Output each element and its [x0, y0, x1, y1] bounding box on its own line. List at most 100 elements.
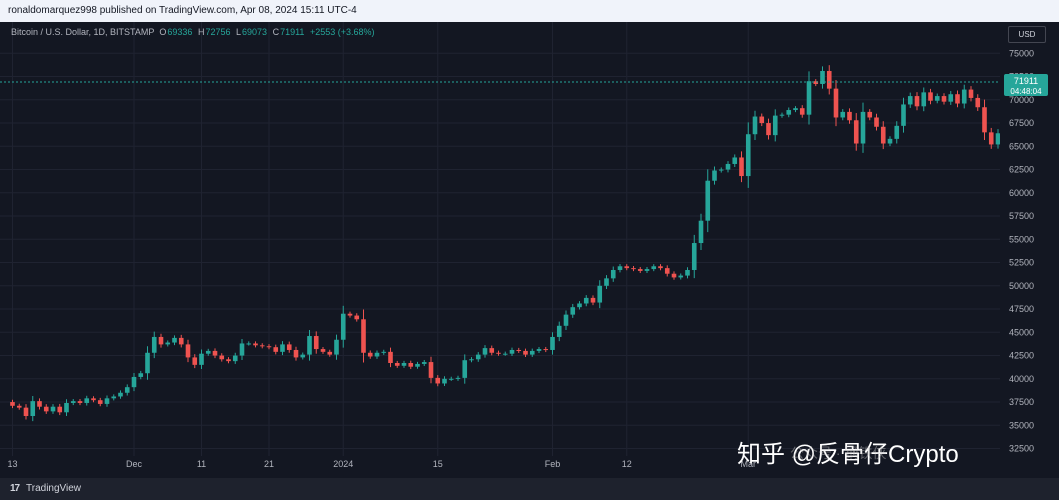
candle-body — [712, 170, 717, 181]
candlestick-series — [10, 65, 1035, 422]
candle-body — [840, 111, 846, 118]
candle-body — [658, 266, 663, 269]
candle-body — [91, 398, 96, 401]
candle-body — [928, 92, 933, 101]
candle-body — [799, 108, 805, 115]
open-value: 69336 — [167, 27, 193, 37]
x-tick-label: 15 — [433, 459, 443, 469]
candle-body — [536, 349, 542, 351]
candle-body — [428, 362, 434, 378]
candle-body — [30, 401, 36, 417]
candle-body — [718, 169, 724, 171]
candle-body — [232, 355, 238, 362]
candle-body — [813, 81, 819, 84]
y-tick-label: 60000 — [1009, 188, 1034, 198]
grid-lines — [0, 22, 1000, 456]
x-tick-label: 13 — [7, 459, 17, 469]
y-tick-label: 62500 — [1009, 165, 1034, 175]
y-tick-label: 32500 — [1009, 444, 1034, 454]
candle-body — [455, 377, 461, 379]
candle-body — [313, 336, 319, 350]
candle-body — [448, 378, 454, 380]
candle-body — [158, 336, 164, 345]
candle-body — [529, 350, 535, 355]
candle-body — [874, 117, 879, 127]
candle-body — [617, 266, 623, 270]
candle-body — [941, 96, 947, 102]
candle-body — [70, 401, 76, 403]
y-tick-label: 47500 — [1009, 304, 1034, 314]
candle-body — [651, 266, 657, 270]
candle-body — [226, 359, 231, 362]
candle-body — [361, 319, 366, 353]
watermark-secondary: 公众号 · 钢铁侠 — [790, 445, 887, 461]
candle-body — [273, 347, 279, 352]
candle-body — [421, 362, 427, 364]
candle-body — [853, 120, 859, 144]
currency-button[interactable]: USD — [1008, 26, 1046, 43]
footer-brand[interactable]: TradingView — [26, 483, 82, 494]
high-value: 72756 — [205, 27, 231, 37]
candle-body — [678, 275, 684, 278]
tradingview-logo-icon: 17 — [10, 483, 20, 494]
candle-body — [354, 315, 360, 320]
candle-body — [16, 405, 22, 408]
candle-body — [705, 180, 711, 221]
candle-body — [415, 363, 420, 367]
price-axis-panel[interactable] — [1000, 22, 1059, 478]
candle-body — [118, 392, 123, 397]
candle-body — [766, 123, 771, 136]
candle-body — [772, 115, 778, 136]
candle-body — [97, 400, 103, 404]
candle-body — [131, 376, 137, 388]
candle-body — [10, 402, 15, 406]
y-tick-label: 50000 — [1009, 281, 1034, 291]
footer-bar: 17 TradingView — [0, 478, 1059, 500]
publish-line: ronaldomarquez998 published on TradingVi… — [8, 5, 357, 16]
y-tick-label: 42500 — [1009, 351, 1034, 361]
candle-body — [327, 351, 333, 355]
x-tick-label: Dec — [126, 459, 143, 469]
candle-body — [64, 402, 69, 413]
candle-body — [496, 352, 501, 354]
candle-body — [138, 373, 144, 377]
candle-body — [37, 401, 42, 407]
x-tick-label: 21 — [264, 459, 274, 469]
candle-body — [388, 351, 393, 363]
candle-body — [664, 268, 670, 274]
candle-body — [482, 348, 488, 355]
y-tick-label: 67500 — [1009, 118, 1034, 128]
candle-body — [50, 406, 56, 412]
candle-body — [597, 285, 603, 303]
candle-body — [786, 110, 792, 115]
candle-body — [793, 108, 798, 111]
candle-body — [975, 97, 981, 108]
candle-body — [124, 387, 130, 393]
candle-body — [968, 89, 974, 98]
high-label: H — [197, 27, 205, 37]
candle-body — [253, 343, 258, 346]
candle-body — [563, 314, 569, 326]
candle-body — [300, 354, 306, 358]
candle-body — [367, 352, 373, 357]
candle-body — [691, 243, 697, 270]
candle-body — [732, 157, 738, 164]
candle-body — [995, 133, 1001, 145]
candle-body — [489, 348, 495, 353]
candle-body — [820, 70, 825, 84]
candle-body — [145, 352, 150, 374]
price-chart[interactable]: 32500 35000 37500 40000 42500 45000 47500 50000… — [0, 0, 1059, 478]
candle-body — [23, 407, 29, 417]
change-value: +2553 (+3.68%) — [309, 27, 375, 37]
candle-body — [340, 313, 346, 340]
candle-body — [516, 349, 522, 351]
candle-body — [860, 111, 866, 144]
candle-body — [334, 339, 339, 355]
candle-body — [671, 273, 677, 278]
publish-bar: ronaldomarquez998 published on TradingVi… — [0, 0, 1059, 22]
candle-body — [307, 336, 312, 355]
x-tick-label: 11 — [197, 459, 206, 469]
candle-body — [901, 104, 906, 126]
candle-body — [867, 111, 873, 118]
candle-body — [259, 345, 265, 347]
